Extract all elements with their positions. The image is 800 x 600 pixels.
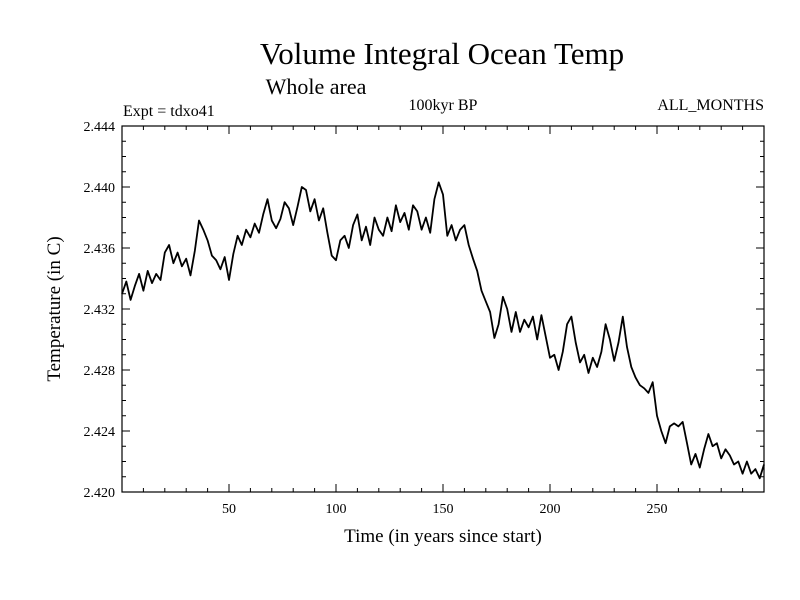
- period-label: 100kyr BP: [409, 97, 478, 114]
- chart-subtitle: Whole area: [266, 74, 367, 99]
- months-label: ALL_MONTHS: [657, 97, 764, 114]
- y-axis: 2.420 2.424 2.428 2.432 2.436 2.440 2.444: [84, 120, 764, 501]
- y-tick-label: 2.436: [84, 242, 116, 257]
- y-tick-label: 2.444: [84, 120, 116, 135]
- x-tick-label: 100: [326, 502, 347, 517]
- x-tick-label: 250: [647, 502, 668, 517]
- y-tick-label: 2.420: [84, 486, 116, 501]
- y-axis-label: Temperature (in C): [44, 236, 65, 381]
- x-axis: 50 100 150 200 250: [142, 126, 744, 517]
- y-tick-label: 2.428: [84, 364, 116, 379]
- x-axis-label: Time (in years since start): [344, 526, 542, 547]
- x-tick-label: 150: [433, 502, 454, 517]
- y-tick-label: 2.432: [84, 303, 116, 318]
- chart-title: Volume Integral Ocean Temp: [260, 36, 624, 71]
- y-tick-label: 2.440: [84, 181, 116, 196]
- experiment-label: Expt = tdxo41: [123, 103, 215, 120]
- x-tick-label: 50: [222, 502, 236, 517]
- x-tick-label: 200: [540, 502, 561, 517]
- temperature-series-line: [121, 181, 765, 480]
- y-tick-label: 2.424: [84, 425, 116, 440]
- plot-frame: [121, 125, 765, 493]
